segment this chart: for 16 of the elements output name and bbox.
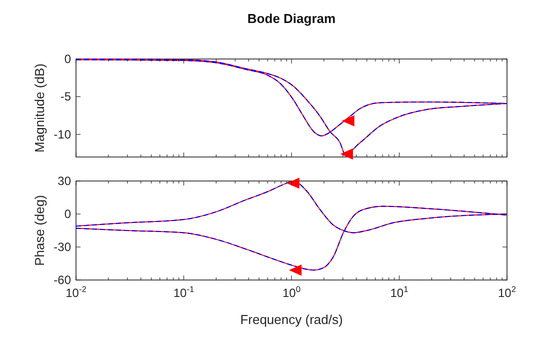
y-tick-label: 0: [64, 207, 72, 221]
y-tick-label: -10: [54, 127, 72, 142]
y-axis-title: Magnitude (dB): [32, 64, 47, 152]
y-tick-label: -60: [54, 273, 72, 287]
y-tick-label: 0: [64, 52, 72, 66]
y-tick-label: -5: [60, 90, 72, 104]
chart-title: Bode Diagram: [247, 11, 336, 26]
x-tick-label: 10$^{-1}$: [173, 284, 194, 300]
x-tick-label: 10$^{0}$: [282, 284, 301, 300]
y-tick-label: 30: [58, 174, 72, 188]
x-tick-label: 10$^{2}$: [498, 284, 516, 300]
y-tick-label: -30: [54, 240, 72, 254]
x-axis-title: Frequency (rad/s): [240, 312, 343, 327]
x-tick-label: 10$^{-2}$: [66, 284, 87, 300]
y-axis-title: Phase (deg): [32, 195, 47, 266]
x-tick-label: 10$^{1}$: [390, 284, 409, 300]
